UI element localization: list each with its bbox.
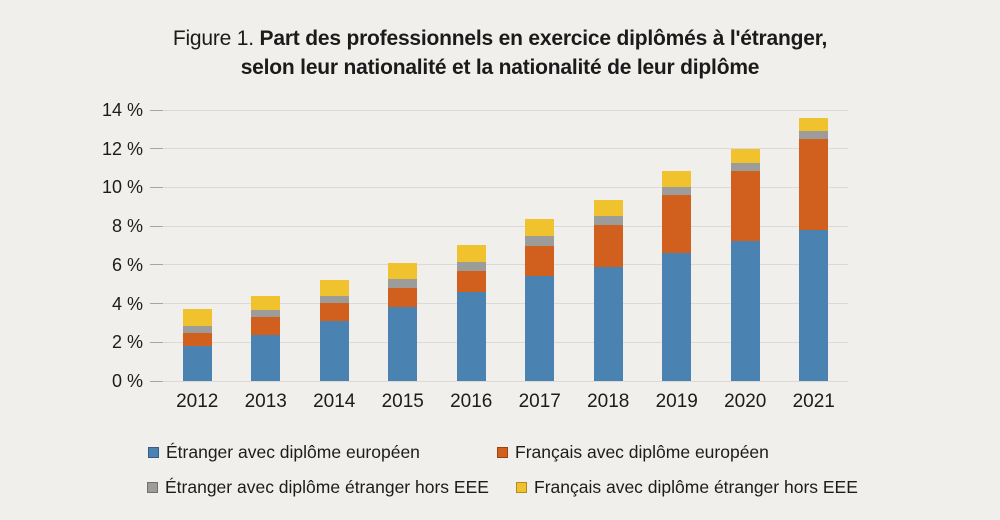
bar-segment-2012--tranger-avec-dipl-me-europ-en xyxy=(182,346,212,381)
legend-swatch-icon xyxy=(148,446,159,458)
gridline-0 xyxy=(163,380,848,382)
y-axis-label-10: 10 % xyxy=(101,177,143,198)
bar-segment-2013--tranger-avec-dipl-me-europ-en xyxy=(251,334,281,381)
y-tick-0 xyxy=(150,380,163,382)
bar-segment-2018--tranger-avec-dipl-me-europ-en xyxy=(593,266,623,381)
bar-segment-2021-fran-ais-avec-dipl-me-tranger-hors-eee xyxy=(799,117,829,132)
y-tick-2 xyxy=(150,341,163,343)
bar-segment-2017--tranger-avec-dipl-me-europ-en xyxy=(525,276,555,381)
x-axis-label-2017: 2017 xyxy=(518,391,561,412)
x-axis-label-2018: 2018 xyxy=(587,391,630,412)
figure-title-line1: Part des professionnels en exercice dipl… xyxy=(259,27,828,50)
bar-segment-2013-fran-ais-avec-dipl-me-europ-en xyxy=(251,317,281,335)
legend-item--tranger-avec-dipl-me-europ-en: Étranger avec diplôme européen xyxy=(148,442,420,462)
y-tick-6 xyxy=(150,264,163,266)
bar-segment-2014-fran-ais-avec-dipl-me-europ-en xyxy=(319,302,349,321)
legend-item--tranger-avec-dipl-me-tranger-hors-eee: Étranger avec diplôme étranger hors EEE xyxy=(147,477,489,497)
legend-label: Français avec diplôme étranger hors EEE xyxy=(534,476,858,497)
bar-segment-2014--tranger-avec-dipl-me-tranger-hors-eee xyxy=(319,295,349,303)
x-axis-label-2012: 2012 xyxy=(176,391,219,412)
bar-segment-2017-fran-ais-avec-dipl-me-tranger-hors-eee xyxy=(525,219,555,236)
legend-label: Étranger avec diplôme européen xyxy=(166,441,420,462)
bar-segment-2020-fran-ais-avec-dipl-me-tranger-hors-eee xyxy=(730,148,760,164)
y-tick-14 xyxy=(150,109,163,111)
bar-segment-2015--tranger-avec-dipl-me-tranger-hors-eee xyxy=(388,279,418,289)
bar-segment-2015-fran-ais-avec-dipl-me-europ-en xyxy=(388,288,418,308)
x-axis-label-2015: 2015 xyxy=(381,391,424,412)
y-axis-label-14: 14 % xyxy=(101,100,143,120)
x-axis-label-2019: 2019 xyxy=(655,391,698,412)
legend-label: Étranger avec diplôme étranger hors EEE xyxy=(165,476,489,497)
x-axis-label-2014: 2014 xyxy=(313,391,356,412)
y-tick-8 xyxy=(150,225,163,227)
legend-swatch-icon xyxy=(147,481,158,493)
bar-segment-2012-fran-ais-avec-dipl-me-tranger-hors-eee xyxy=(182,309,212,326)
bar-segment-2015-fran-ais-avec-dipl-me-tranger-hors-eee xyxy=(388,262,418,280)
bar-segment-2018-fran-ais-avec-dipl-me-europ-en xyxy=(593,225,623,267)
legend-swatch-icon xyxy=(516,481,527,493)
bar-segment-2014-fran-ais-avec-dipl-me-tranger-hors-eee xyxy=(319,280,349,296)
gridline-8 xyxy=(163,225,848,227)
bar-segment-2016-fran-ais-avec-dipl-me-tranger-hors-eee xyxy=(456,244,486,262)
legend-item-fran-ais-avec-dipl-me-tranger-hors-eee: Français avec diplôme étranger hors EEE xyxy=(516,477,858,497)
bar-segment-2021-fran-ais-avec-dipl-me-europ-en xyxy=(799,139,829,231)
bar-segment-2021--tranger-avec-dipl-me-tranger-hors-eee xyxy=(799,131,829,140)
bar-segment-2021--tranger-avec-dipl-me-europ-en xyxy=(799,230,829,381)
bar-segment-2018--tranger-avec-dipl-me-tranger-hors-eee xyxy=(593,215,623,226)
bar-segment-2012-fran-ais-avec-dipl-me-europ-en xyxy=(182,332,212,347)
bar-segment-2020-fran-ais-avec-dipl-me-europ-en xyxy=(730,171,760,241)
y-tick-4 xyxy=(150,303,163,305)
bar-segment-2018-fran-ais-avec-dipl-me-tranger-hors-eee xyxy=(593,200,623,216)
bar-segment-2017--tranger-avec-dipl-me-tranger-hors-eee xyxy=(525,235,555,246)
bar-segment-2019-fran-ais-avec-dipl-me-europ-en xyxy=(662,195,692,254)
x-axis-label-2020: 2020 xyxy=(724,391,767,412)
gridline-2 xyxy=(163,341,848,343)
bar-segment-2019--tranger-avec-dipl-me-europ-en xyxy=(662,253,692,381)
bar-segment-2020--tranger-avec-dipl-me-tranger-hors-eee xyxy=(730,163,760,171)
gridline-10 xyxy=(163,186,848,188)
legend-item-fran-ais-avec-dipl-me-europ-en: Français avec diplôme européen xyxy=(497,442,769,462)
y-axis-label-6: 6 % xyxy=(111,254,143,275)
bar-segment-2014--tranger-avec-dipl-me-europ-en xyxy=(319,321,349,381)
bar-segment-2015--tranger-avec-dipl-me-europ-en xyxy=(388,307,418,381)
gridline-12 xyxy=(163,148,848,150)
y-axis-label-2: 2 % xyxy=(111,332,143,353)
bar-segment-2013-fran-ais-avec-dipl-me-tranger-hors-eee xyxy=(251,295,281,311)
x-axis-label-2013: 2013 xyxy=(244,391,287,412)
y-axis-label-12: 12 % xyxy=(101,138,143,159)
bar-segment-2020--tranger-avec-dipl-me-europ-en xyxy=(730,240,760,381)
y-tick-10 xyxy=(150,186,163,188)
bar-segment-2013--tranger-avec-dipl-me-tranger-hors-eee xyxy=(251,310,281,318)
legend-label: Français avec diplôme européen xyxy=(515,441,769,462)
bar-segment-2019--tranger-avec-dipl-me-tranger-hors-eee xyxy=(662,187,692,196)
x-axis-label-2021: 2021 xyxy=(792,391,835,412)
plot-area xyxy=(150,109,848,382)
figure-title: Figure 1. Part des professionnels en exe… xyxy=(0,24,1000,82)
bar-segment-2016--tranger-avec-dipl-me-europ-en xyxy=(456,291,486,381)
bar-segment-2017-fran-ais-avec-dipl-me-europ-en xyxy=(525,245,555,277)
figure-label: Figure 1. xyxy=(172,27,254,50)
x-axis-label-2016: 2016 xyxy=(450,391,493,412)
figure-title-line1-wrap: Figure 1. Part des professionnels en exe… xyxy=(0,24,1000,53)
figure-title-line2-wrap: selon leur nationalité et la nationalité… xyxy=(0,53,1000,82)
gridline-6 xyxy=(163,264,848,266)
bar-segment-2016-fran-ais-avec-dipl-me-europ-en xyxy=(456,270,486,292)
y-axis-label-8: 8 % xyxy=(111,216,143,237)
figure-title-line2: selon leur nationalité et la nationalité… xyxy=(240,56,760,79)
legend-swatch-icon xyxy=(497,446,508,458)
y-axis-label-4: 4 % xyxy=(111,293,143,314)
bar-segment-2019-fran-ais-avec-dipl-me-tranger-hors-eee xyxy=(662,170,692,188)
gridline-4 xyxy=(163,303,848,305)
bar-segment-2016--tranger-avec-dipl-me-tranger-hors-eee xyxy=(456,261,486,271)
y-tick-12 xyxy=(150,148,163,150)
gridline-14 xyxy=(163,109,848,111)
y-axis-label-0: 0 % xyxy=(111,371,143,391)
bar-segment-2012--tranger-avec-dipl-me-tranger-hors-eee xyxy=(182,325,212,333)
